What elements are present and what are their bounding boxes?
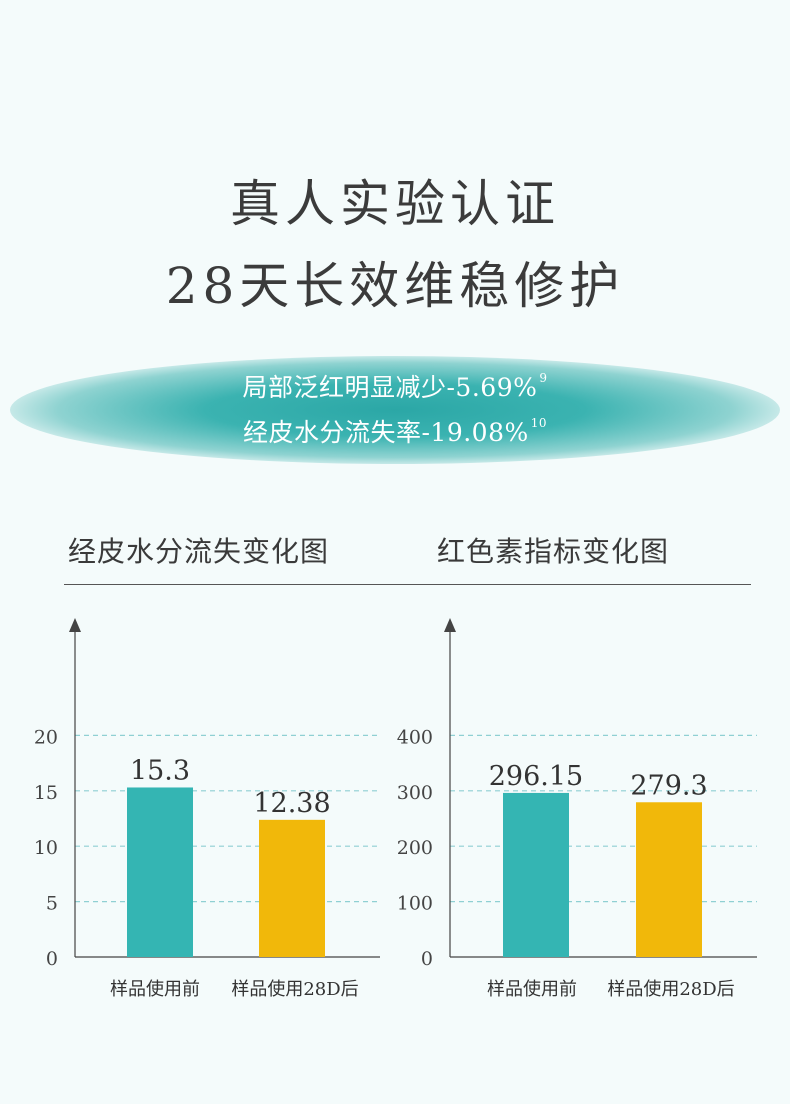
- y-tick-label: 15: [34, 782, 58, 804]
- x-category-label: 样品使用28D后: [231, 979, 358, 1000]
- x-category-label: 样品使用前: [110, 979, 200, 1000]
- highlight-banner: [10, 356, 780, 464]
- y-tick-label: 0: [421, 948, 433, 970]
- y-axis-arrow-icon: [69, 618, 81, 632]
- y-tick-label: 200: [397, 837, 433, 859]
- bar-value-label: 296.15: [489, 761, 583, 792]
- x-category-label: 样品使用28D后: [607, 979, 734, 1000]
- bar-value-label: 12.38: [253, 788, 330, 819]
- banner-line-1-text: 局部泛红明显减少-5.69%: [242, 373, 538, 402]
- bar: [636, 802, 702, 957]
- y-tick-label: 20: [34, 726, 58, 748]
- banner-line-1: 局部泛红明显减少-5.69% 9: [0, 368, 790, 404]
- bar-value-label: 279.3: [630, 770, 707, 801]
- y-tick-label: 10: [34, 837, 58, 859]
- y-tick-label: 300: [397, 782, 433, 804]
- y-axis-arrow-icon: [444, 618, 456, 632]
- banner-line-2-footnote: 10: [530, 416, 548, 430]
- headline-line-2: 28天长效维稳修护: [165, 257, 625, 315]
- y-tick-label: 400: [397, 726, 433, 748]
- tewl-bar-chart: 0 5 10 15 20 15.3 样品使用前 12.38 样品使用28D后: [34, 618, 380, 1000]
- banner-line-2: 经皮水分流失率-19.08% 10: [0, 413, 790, 449]
- bar-value-label: 15.3: [130, 755, 190, 786]
- headline-line-1: 真人实验认证: [230, 175, 560, 233]
- erythema-bar-chart: 0 100 200 300 400 296.15 样品使用前 279.3 样品使用28D后: [397, 618, 757, 1000]
- title-divider: [64, 584, 751, 585]
- chart-title-erythema: 红色素指标变化图: [437, 535, 670, 568]
- bar: [259, 819, 325, 957]
- banner-line-1-footnote: 9: [539, 371, 548, 385]
- banner-line-2-text: 经皮水分流失率-19.08%: [242, 418, 529, 447]
- y-tick-label: 0: [46, 948, 58, 970]
- bar: [503, 792, 569, 957]
- y-tick-label: 5: [46, 893, 58, 915]
- chart-title-tewl: 经皮水分流失变化图: [68, 535, 330, 568]
- y-tick-label: 100: [397, 893, 433, 915]
- x-category-label: 样品使用前: [487, 979, 577, 1000]
- bar: [127, 787, 193, 957]
